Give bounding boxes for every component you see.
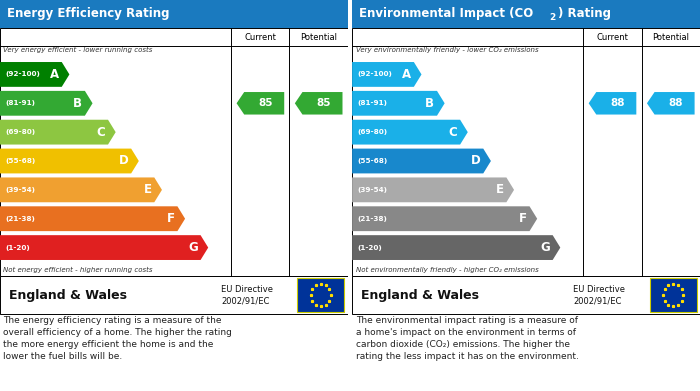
Text: E: E (144, 183, 151, 196)
Polygon shape (0, 91, 92, 116)
Text: (39-54): (39-54) (5, 187, 35, 193)
Text: (69-80): (69-80) (5, 129, 35, 135)
Text: (21-38): (21-38) (357, 216, 387, 222)
Bar (650, 278, 696, 312)
Polygon shape (352, 120, 468, 145)
Text: F: F (167, 212, 174, 225)
Polygon shape (0, 62, 69, 87)
Polygon shape (589, 92, 636, 115)
Text: England & Wales: England & Wales (360, 289, 479, 301)
Text: D: D (470, 154, 480, 167)
Polygon shape (352, 62, 421, 87)
Text: 85: 85 (316, 98, 330, 108)
Polygon shape (352, 149, 491, 174)
Text: The environmental impact rating is a measure of
a home's impact on the environme: The environmental impact rating is a mea… (356, 316, 578, 361)
Polygon shape (295, 92, 342, 115)
Text: (55-68): (55-68) (357, 158, 388, 164)
Bar (0, 276, 348, 314)
Text: Not energy efficient - higher running costs: Not energy efficient - higher running co… (4, 267, 153, 273)
Polygon shape (352, 178, 514, 202)
Polygon shape (352, 235, 560, 260)
Text: ) Rating: ) Rating (558, 7, 611, 20)
Polygon shape (0, 206, 185, 231)
Text: (81-91): (81-91) (5, 100, 35, 106)
Text: Very environmentally friendly - lower CO₂ emissions: Very environmentally friendly - lower CO… (356, 47, 538, 53)
Bar (352, 0, 700, 28)
Text: B: B (73, 97, 82, 110)
Bar (298, 278, 344, 312)
Text: E: E (496, 183, 503, 196)
Text: G: G (540, 241, 550, 254)
Polygon shape (0, 120, 116, 145)
Text: 85: 85 (258, 98, 272, 108)
Text: The energy efficiency rating is a measure of the
overall efficiency of a home. T: The energy efficiency rating is a measur… (4, 316, 232, 361)
Bar (352, 276, 700, 314)
Text: B: B (425, 97, 434, 110)
Text: England & Wales: England & Wales (8, 289, 127, 301)
Polygon shape (0, 149, 139, 174)
Text: (81-91): (81-91) (357, 100, 387, 106)
Text: (55-68): (55-68) (5, 158, 36, 164)
Text: A: A (50, 68, 59, 81)
Polygon shape (352, 206, 537, 231)
Bar (352, 28, 700, 276)
Text: 88: 88 (610, 98, 624, 108)
Text: F: F (519, 212, 526, 225)
Text: (92-100): (92-100) (5, 72, 40, 77)
Text: Potential: Potential (300, 32, 337, 41)
Text: 88: 88 (668, 98, 682, 108)
Text: (39-54): (39-54) (357, 187, 387, 193)
Text: EU Directive
2002/91/EC: EU Directive 2002/91/EC (221, 285, 273, 305)
Text: C: C (449, 126, 457, 139)
Text: (1-20): (1-20) (5, 245, 30, 251)
Polygon shape (237, 92, 284, 115)
Text: Very energy efficient - lower running costs: Very energy efficient - lower running co… (4, 47, 153, 53)
Text: (1-20): (1-20) (357, 245, 382, 251)
Text: Energy Efficiency Rating: Energy Efficiency Rating (7, 7, 169, 20)
Text: Environmental Impact (CO: Environmental Impact (CO (359, 7, 533, 20)
Text: (21-38): (21-38) (5, 216, 35, 222)
Bar (0, 28, 348, 276)
Text: A: A (402, 68, 411, 81)
Polygon shape (647, 92, 694, 115)
Text: C: C (97, 126, 105, 139)
Text: Current: Current (596, 32, 629, 41)
Text: (92-100): (92-100) (357, 72, 392, 77)
Polygon shape (0, 178, 162, 202)
Polygon shape (352, 91, 444, 116)
Text: 2: 2 (550, 13, 556, 22)
Bar (0, 0, 348, 28)
Text: Potential: Potential (652, 32, 690, 41)
Text: D: D (118, 154, 128, 167)
Text: Not environmentally friendly - higher CO₂ emissions: Not environmentally friendly - higher CO… (356, 267, 538, 273)
Text: Current: Current (244, 32, 276, 41)
Polygon shape (0, 235, 208, 260)
Text: G: G (188, 241, 198, 254)
Text: EU Directive
2002/91/EC: EU Directive 2002/91/EC (573, 285, 625, 305)
Text: (69-80): (69-80) (357, 129, 387, 135)
